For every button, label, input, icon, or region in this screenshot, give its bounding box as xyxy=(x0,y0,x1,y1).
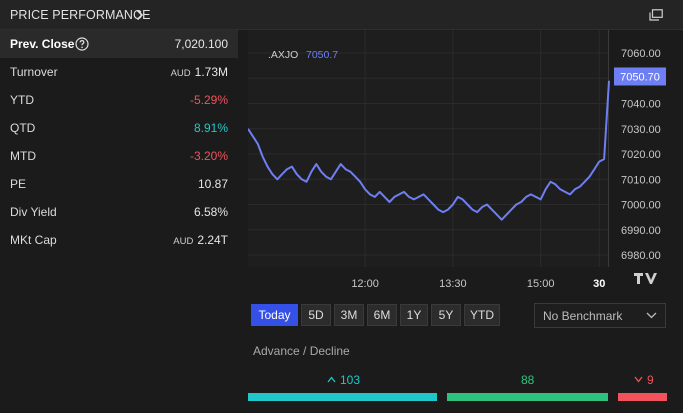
range-3m-button[interactable]: 3M xyxy=(334,304,364,326)
advance-bar xyxy=(248,393,437,401)
chart-x-tick-label: 30 xyxy=(593,278,605,290)
stat-unit: AUD xyxy=(173,236,194,247)
stat-label: YTD xyxy=(10,93,34,107)
chart-x-tick-label: 15:00 xyxy=(527,278,555,290)
stat-row: MKt Cap AUD 2.24T xyxy=(0,226,238,254)
stat-value: AUD 1.73M xyxy=(171,65,228,79)
stat-row: Turnover AUD 1.73M xyxy=(0,58,238,86)
stat-number: 6.58% xyxy=(193,205,228,219)
decline-bar xyxy=(618,393,667,401)
stat-number: 10.87 xyxy=(197,177,228,191)
decline-count: 9 xyxy=(634,373,654,387)
range-5y-button[interactable]: 5Y xyxy=(431,304,461,326)
advance-count: 103 xyxy=(327,373,360,387)
stat-row: Prev. Close 7,020.100 xyxy=(0,30,238,58)
chart-svg: 7060.007050.007040.007030.007020.007010.… xyxy=(247,30,666,290)
stat-label: PE xyxy=(10,177,27,191)
stat-row: QTD 8.91% xyxy=(0,114,238,142)
range-ytd-button[interactable]: YTD xyxy=(464,304,500,326)
chart-y-tick-label: 6990.00 xyxy=(621,225,661,237)
range-5d-button[interactable]: 5D xyxy=(301,304,331,326)
stat-label: Prev. Close xyxy=(10,37,75,51)
stat-row: MTD -3.20% xyxy=(0,142,238,170)
stat-number: 8.91% xyxy=(193,121,228,135)
stat-value: 8.91% xyxy=(194,121,228,135)
stat-row: Div Yield 6.58% xyxy=(0,198,238,226)
unchanged-bar xyxy=(447,393,608,401)
stat-value: 6.58% xyxy=(194,205,228,219)
tradingview-logo-icon xyxy=(634,273,657,284)
caret-down-icon xyxy=(634,376,643,383)
benchmark-select[interactable]: No Benchmark xyxy=(534,303,666,328)
panel-header: PRICE PERFORMANCE xyxy=(0,0,683,30)
chart-last-price-badge xyxy=(614,67,666,86)
unchanged-value: 88 xyxy=(521,373,535,387)
stat-number: 2.24T xyxy=(197,233,228,247)
stat-value: 10.87 xyxy=(198,177,228,191)
advance-value: 103 xyxy=(340,373,361,387)
price-chart[interactable]: 7060.007050.007040.007030.007020.007010.… xyxy=(247,30,668,295)
range-1y-button[interactable]: 1Y xyxy=(400,304,428,326)
chart-y-tick-label: 7030.00 xyxy=(621,124,661,136)
stat-label: Turnover xyxy=(10,65,58,79)
chevron-right-icon[interactable] xyxy=(136,9,144,21)
chevron-down-icon xyxy=(646,312,657,319)
stat-number: -3.20% xyxy=(189,149,228,163)
stat-unit: AUD xyxy=(170,68,191,79)
stat-row: YTD -5.29% xyxy=(0,86,238,114)
chart-y-tick-label: 7020.00 xyxy=(621,149,661,161)
range-6m-button[interactable]: 6M xyxy=(367,304,397,326)
chart-y-tick-label: 7040.00 xyxy=(621,99,661,111)
popout-window-icon[interactable] xyxy=(649,9,663,21)
chart-last-price-label: 7050.70 xyxy=(620,71,660,83)
stat-value: -3.20% xyxy=(190,149,228,163)
chart-y-tick-label: 7060.00 xyxy=(621,48,661,60)
stat-value: -5.29% xyxy=(190,93,228,107)
chart-plot-area xyxy=(248,30,608,267)
chart-x-tick-label: 12:00 xyxy=(351,278,379,290)
unchanged-count: 88 xyxy=(521,373,534,387)
panel-title[interactable]: PRICE PERFORMANCE xyxy=(10,8,151,22)
range-today-button[interactable]: Today xyxy=(251,304,298,326)
stat-label: MKt Cap xyxy=(10,233,57,247)
stat-value: AUD 2.24T xyxy=(173,233,228,247)
advance-decline-title: Advance / Decline xyxy=(253,344,350,358)
stat-row: PE 10.87 xyxy=(0,170,238,198)
chart-symbol-value: 7050.7 xyxy=(306,49,338,61)
stat-label: MTD xyxy=(10,149,36,163)
stats-list: Prev. Close 7,020.100 Turnover AUD 1.73M YTD -… xyxy=(0,30,238,254)
chart-x-tick-label: 13:30 xyxy=(439,278,467,290)
stat-number: 7,020.100 xyxy=(174,37,228,51)
chart-y-tick-label: 7010.00 xyxy=(621,174,661,186)
stat-value: 7,020.100 xyxy=(175,37,228,51)
caret-up-icon xyxy=(327,376,336,383)
range-buttons: Today 5D 3M 6M 1Y 5Y YTD xyxy=(251,304,500,326)
stat-number: -5.29% xyxy=(189,93,228,107)
chart-y-tick-label: 7000.00 xyxy=(621,200,661,212)
stat-number: 1.73M xyxy=(194,65,228,79)
decline-value: 9 xyxy=(647,373,654,387)
stat-label: QTD xyxy=(10,121,36,135)
chart-series-line xyxy=(247,80,610,221)
help-icon[interactable] xyxy=(75,37,89,51)
chart-y-tick-label: 6980.00 xyxy=(621,250,661,262)
stat-label: Div Yield xyxy=(10,205,57,219)
benchmark-label: No Benchmark xyxy=(543,309,623,323)
chart-symbol-label: .AXJO xyxy=(268,49,298,61)
